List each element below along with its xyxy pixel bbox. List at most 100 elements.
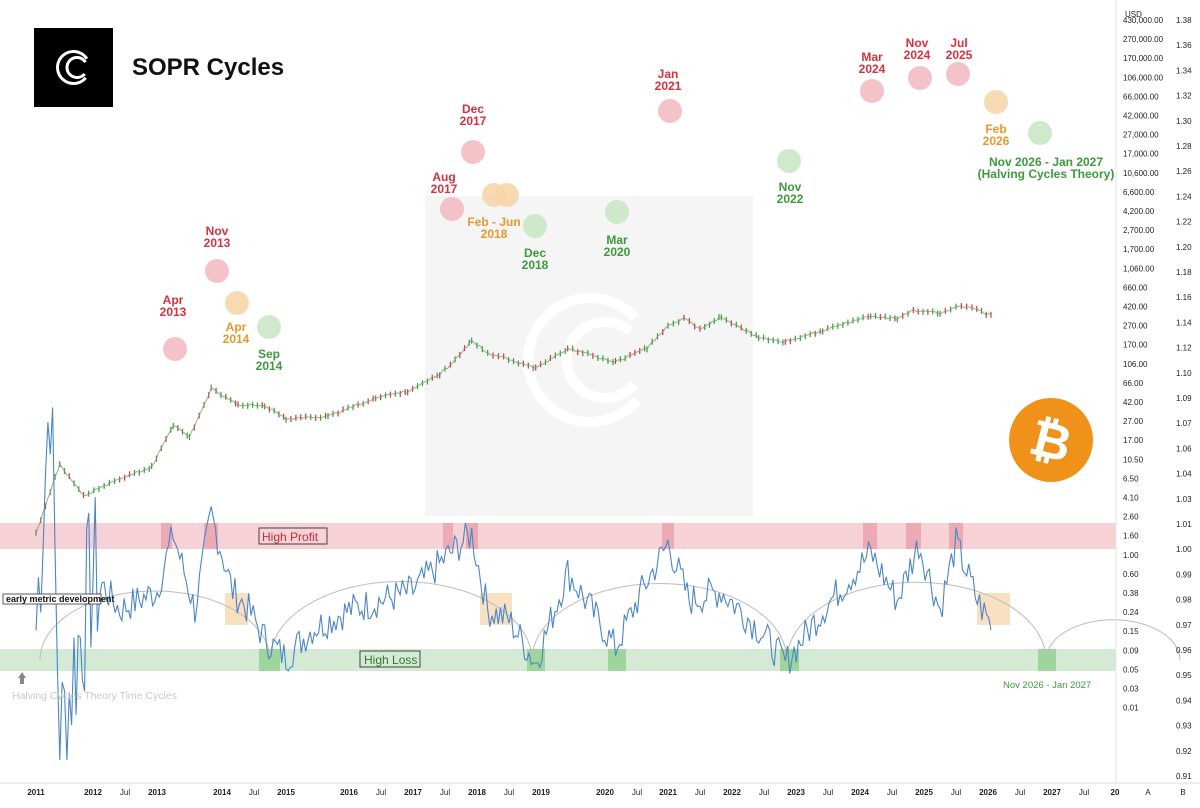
high-loss-label-box: [359, 650, 421, 668]
high-profit-band: [0, 523, 1116, 549]
annotation-label-0-1: 2013: [160, 305, 187, 319]
price-tick-14: 660.00: [1123, 283, 1148, 292]
halving-arc-4: [1045, 619, 1181, 661]
sopr-tick-26: 0.95: [1176, 671, 1192, 680]
price-tick-17: 170.00: [1123, 341, 1148, 350]
annotation-marker-3: [257, 315, 281, 339]
sopr-tick-2: 1.34: [1176, 66, 1192, 75]
annotation-label-10-1: 2022: [777, 192, 804, 206]
annotation-marker-5: [461, 140, 485, 164]
price-tick-8: 10,600.00: [1123, 169, 1159, 178]
x-tick-29: Jul: [1079, 788, 1089, 797]
profit-marker-0: [161, 523, 172, 549]
price-tick-18: 106.00: [1123, 360, 1148, 369]
x-tick-23: Jul: [887, 788, 897, 797]
x-tick-21: Jul: [823, 788, 833, 797]
loss-marker-4: [1038, 649, 1056, 671]
x-tick-25: Jul: [951, 788, 961, 797]
watermark-logo-inner: [562, 317, 648, 403]
price-tick-9: 6,600.00: [1123, 188, 1155, 197]
price-tick-34: 0.05: [1123, 665, 1139, 674]
sopr-tick-8: 1.22: [1176, 218, 1192, 227]
sopr-tick-19: 1.03: [1176, 495, 1192, 504]
sopr-tick-16: 1.07: [1176, 419, 1192, 428]
x-tick-14: 2020: [596, 788, 614, 797]
sopr-tick-10: 1.18: [1176, 268, 1192, 277]
price-tick-4: 66,000.00: [1123, 92, 1159, 101]
annotation-label-7-1: 2018: [522, 258, 549, 272]
price-tick-20: 42.00: [1123, 398, 1144, 407]
x-tick-0: 2011: [27, 788, 45, 797]
annotation-label-14-1: 2026: [983, 134, 1010, 148]
annotation-label-9-0: Jan: [658, 67, 679, 81]
x-tick-8: Jul: [376, 788, 386, 797]
price-tick-22: 17.00: [1123, 436, 1144, 445]
high-loss-label: High Loss: [364, 653, 417, 667]
price-tick-30: 0.38: [1123, 589, 1139, 598]
annotation-label-0-0: Apr: [163, 293, 184, 307]
annotation-marker-9: [605, 200, 629, 224]
sopr-tick-7: 1.24: [1176, 192, 1192, 201]
sopr-tick-4: 1.30: [1176, 117, 1192, 126]
annotation-label-12-0: Nov: [906, 36, 929, 50]
sopr-tick-11: 1.16: [1176, 293, 1192, 302]
sopr-tick-14: 1.10: [1176, 369, 1192, 378]
price-tick-6: 27,000.00: [1123, 131, 1159, 140]
sopr-tick-3: 1.32: [1176, 92, 1192, 101]
sopr-tick-6: 1.26: [1176, 167, 1192, 176]
sopr-tick-30: 0.91: [1176, 772, 1192, 781]
x-tick-32: B: [1180, 788, 1185, 797]
annotation-label-12-1: 2024: [904, 48, 931, 62]
price-tick-24: 6.50: [1123, 474, 1139, 483]
annotation-marker-14: [946, 62, 970, 86]
sopr-tick-17: 1.06: [1176, 444, 1192, 453]
annotation-label-3-1: 2014: [256, 359, 283, 373]
x-tick-27: Jul: [1015, 788, 1025, 797]
sopr-tick-5: 1.28: [1176, 142, 1192, 151]
price-tick-10: 4,200.00: [1123, 207, 1155, 216]
high-profit-label-box: [258, 527, 328, 545]
watermark-panel: [425, 196, 753, 516]
sopr-tick-1: 1.36: [1176, 41, 1192, 50]
price-tick-16: 270.00: [1123, 322, 1148, 331]
halving-right-label: Nov 2026 - Jan 2027: [1003, 680, 1091, 691]
watermark-logo: [523, 293, 657, 427]
annotation-label-2-0: Apr: [226, 320, 247, 334]
up-arrow-icon: [18, 672, 26, 684]
annotation-marker-12: [860, 79, 884, 103]
sopr-tick-20: 1.01: [1176, 520, 1192, 529]
annotation-label-5-1: 2017: [460, 114, 487, 128]
sopr-tick-28: 0.93: [1176, 722, 1192, 731]
annotation-marker-8: [523, 214, 547, 238]
profit-marker-5: [863, 523, 877, 549]
price-tick-26: 2.60: [1123, 513, 1139, 522]
sopr-tick-9: 1.20: [1176, 243, 1192, 252]
sopr-line: [35, 407, 992, 761]
price-tick-32: 0.15: [1123, 627, 1139, 636]
annotation-marker-0: [163, 337, 187, 361]
early-metric-box: [2, 593, 102, 605]
annotation-label-6-0: Feb - Jun: [467, 215, 520, 229]
halving-arc-0: [39, 590, 271, 661]
annotation-label-14-0: Feb: [985, 122, 1006, 136]
halving-arc-3: [786, 581, 1047, 661]
x-tick-30: 20: [1111, 788, 1120, 797]
sopr-tick-29: 0.92: [1176, 747, 1192, 756]
price-tick-36: 0.01: [1123, 704, 1139, 713]
profit-marker-1: [204, 523, 218, 549]
x-tick-17: Jul: [695, 788, 705, 797]
annotation-label-10-0: Nov: [779, 180, 802, 194]
price-tick-11: 2,700.00: [1123, 226, 1155, 235]
annotation-label-7-0: Dec: [524, 246, 546, 260]
price-tick-19: 66.00: [1123, 379, 1144, 388]
x-tick-6: 2015: [277, 788, 295, 797]
x-tick-7: 2016: [340, 788, 358, 797]
sopr-tick-21: 1.00: [1176, 545, 1192, 554]
halving-left-label: Halving Cycles Theory Time Cycles: [12, 690, 177, 702]
annotation-label-1-0: Nov: [206, 224, 229, 238]
annotation-marker-16: [1028, 121, 1052, 145]
x-tick-16: 2021: [659, 788, 677, 797]
sopr-tick-23: 0.98: [1176, 596, 1192, 605]
annotation-marker-11: [777, 149, 801, 173]
annotation-label-4-1: 2017: [431, 182, 458, 196]
